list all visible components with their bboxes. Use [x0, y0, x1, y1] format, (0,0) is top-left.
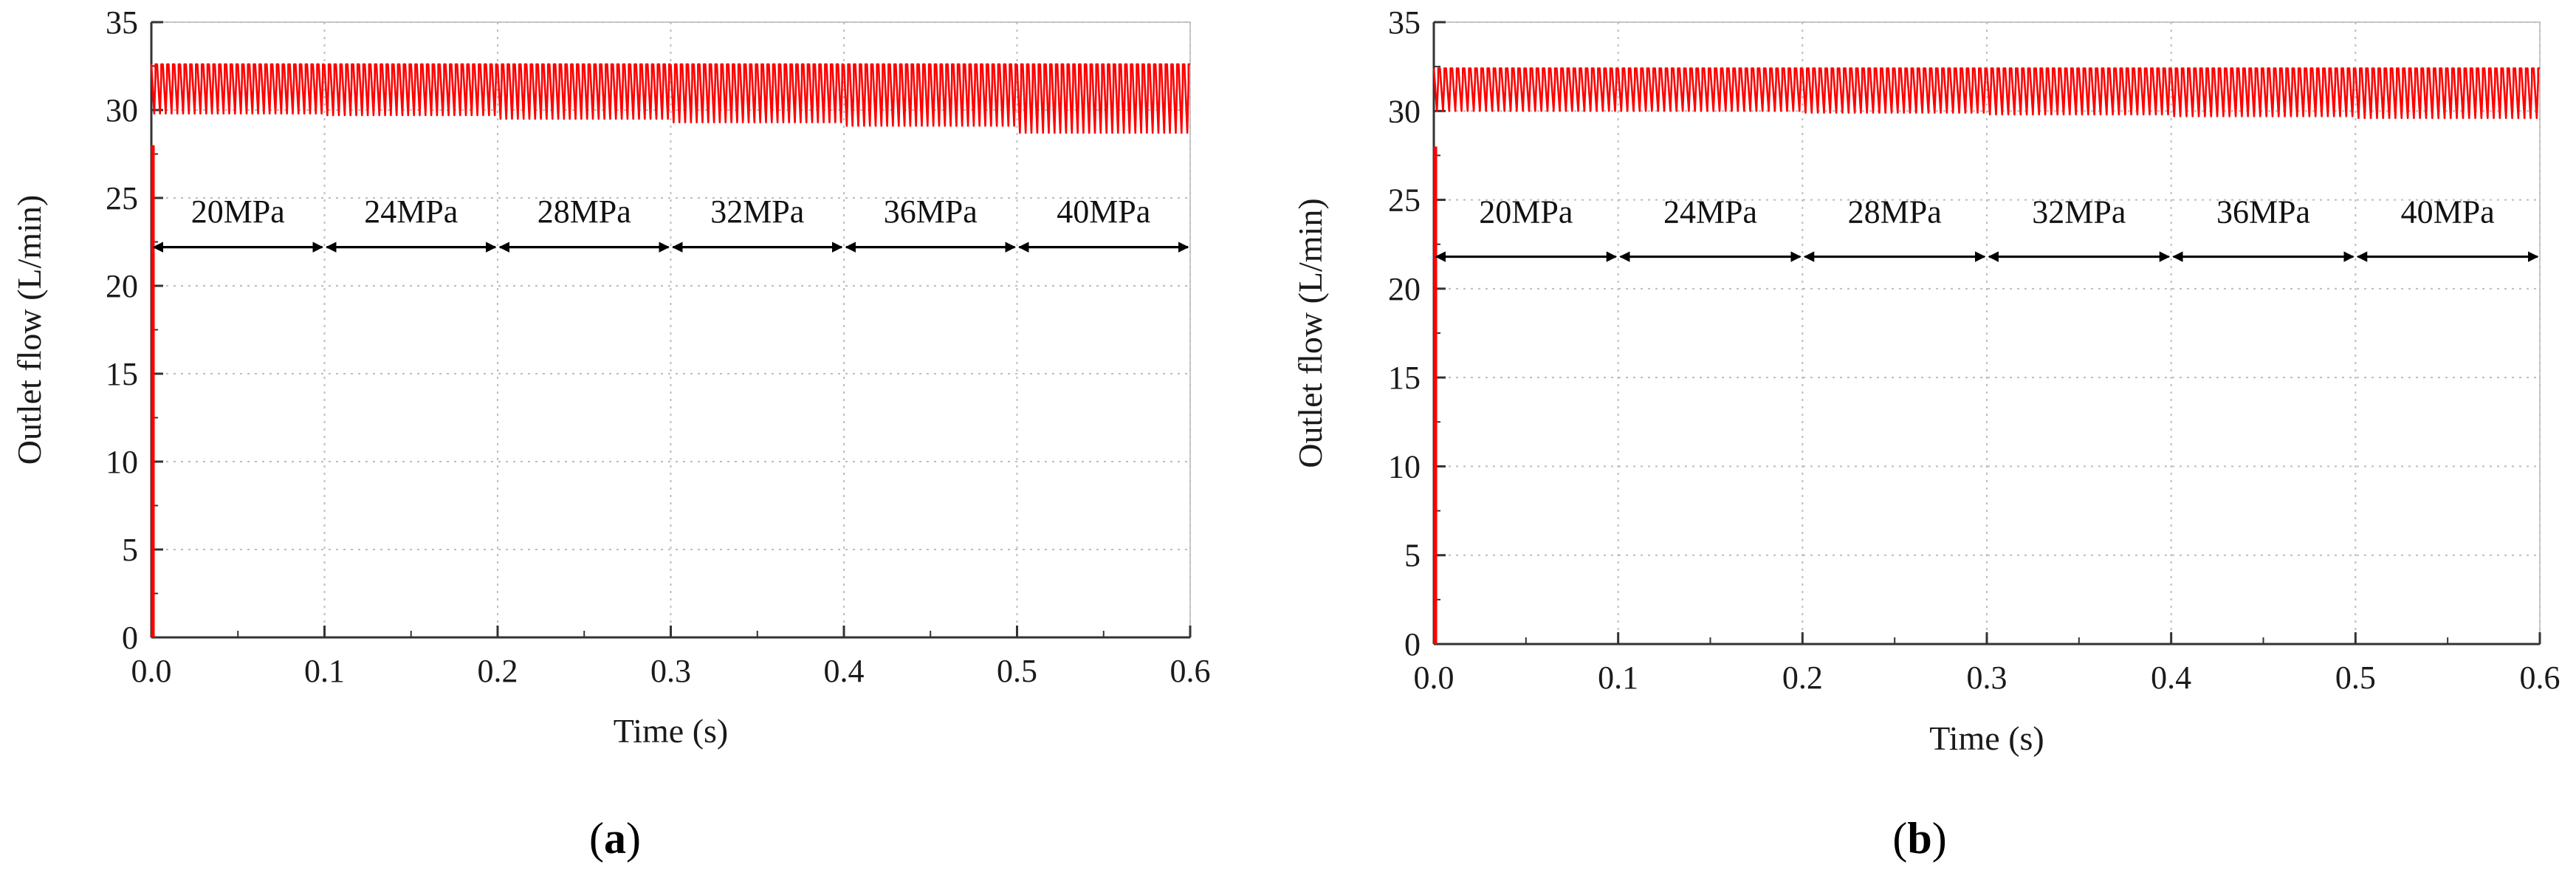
series-ripple-segment [1617, 67, 1803, 112]
y-tick-label: 30 [106, 92, 138, 129]
series-ripple-segment [1802, 67, 1987, 114]
y-tick-label: 30 [1388, 93, 1421, 129]
y-tick-label: 0 [1404, 626, 1421, 663]
series-ripple-segment [1985, 67, 2171, 116]
pressure-label: 36MPa [884, 194, 978, 230]
pressure-label: 28MPa [537, 194, 631, 230]
y-tick-label: 15 [106, 356, 138, 392]
x-tick-label: 0.2 [1782, 660, 1823, 696]
x-tick-label: 0.0 [131, 653, 172, 689]
series-ripple-segment [150, 63, 325, 115]
pressure-label: 28MPa [1848, 194, 1942, 230]
pressure-label: 24MPa [364, 194, 458, 230]
y-tick-label: 35 [106, 4, 138, 41]
series-ripple-segment [323, 63, 498, 117]
pressure-label: 36MPa [2216, 194, 2310, 230]
series-ripple-segment [2170, 67, 2356, 117]
series-ripple-segment [496, 63, 671, 120]
series-ripple-segment [842, 63, 1017, 127]
series-ripple-segment [2355, 67, 2540, 120]
panel-label-open: ( [589, 814, 604, 863]
y-axis-title: Outlet flow (L/min) [10, 195, 48, 465]
y-tick-label: 20 [1388, 271, 1421, 307]
x-tick-label: 0.1 [1598, 660, 1638, 696]
panel-label: (b) [1892, 814, 1946, 863]
panel-label-close: ) [626, 814, 641, 863]
y-tick-label: 10 [1388, 448, 1421, 485]
x-axis-title: Time (s) [1929, 719, 2044, 757]
pressure-label: 32MPa [2032, 194, 2126, 230]
y-tick-label: 25 [106, 180, 138, 216]
chart-panel-a: 0.0 0.1 0.2 0.3 0.4 0.5 0.6 0 5 10 15 20 25 30 35 Time … [10, 4, 1211, 863]
panel-label-letter: a [604, 814, 626, 863]
pressure-label: 24MPa [1663, 194, 1757, 230]
panel-label-open: ( [1892, 814, 1907, 863]
plot-frame [151, 21, 1191, 638]
x-axis-title: Time (s) [614, 712, 729, 750]
x-tick-label: 0.3 [650, 653, 691, 689]
y-tick-label: 10 [106, 444, 138, 480]
series-ripple-segment [1432, 67, 1618, 112]
x-tick-label: 0.4 [2151, 660, 2191, 696]
pressure-label: 32MPa [710, 194, 804, 230]
x-tick-label: 0.6 [2520, 660, 2560, 696]
x-tick-label: 0.6 [1170, 653, 1211, 689]
series-outlet-flow [1432, 67, 2540, 644]
x-tick-label: 0.4 [824, 653, 865, 689]
panel-label: (a) [589, 814, 641, 863]
pressure-label: 20MPa [1479, 194, 1573, 230]
x-tick-label: 0.2 [478, 653, 518, 689]
x-tick-label: 0.0 [1414, 660, 1454, 696]
x-tick-label: 0.5 [997, 653, 1037, 689]
series-ripple-segment [1016, 63, 1190, 134]
y-tick-label: 0 [122, 620, 138, 656]
series-outlet-flow [150, 63, 1190, 637]
y-tick-label: 5 [122, 532, 138, 568]
pressure-label: 20MPa [191, 194, 285, 230]
y-tick-label: 20 [106, 268, 138, 304]
pressure-label: 40MPa [2401, 194, 2495, 230]
y-tick-label: 15 [1388, 360, 1421, 396]
panel-label-letter: b [1907, 814, 1931, 863]
y-tick-label: 5 [1404, 538, 1421, 574]
x-tick-label: 0.5 [2335, 660, 2376, 696]
chart-panel-b: 0.0 0.1 0.2 0.3 0.4 0.5 0.6 0 5 10 15 20 25 30 35 Time … [1291, 4, 2560, 863]
y-tick-label: 25 [1388, 182, 1421, 219]
y-axis-title: Outlet flow (L/min) [1291, 198, 1329, 468]
y-tick-label: 35 [1388, 4, 1421, 41]
pressure-label: 40MPa [1057, 194, 1150, 230]
series-ripple-segment [670, 63, 844, 123]
x-tick-label: 0.1 [304, 653, 345, 689]
x-tick-label: 0.3 [1967, 660, 2007, 696]
panel-label-close: ) [1932, 814, 1947, 863]
